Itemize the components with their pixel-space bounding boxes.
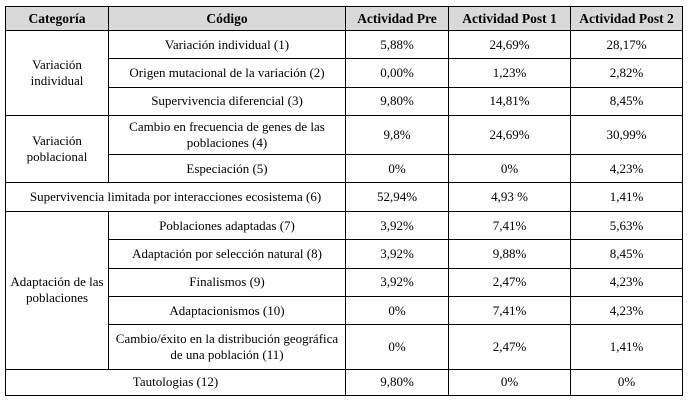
table-row: Variación poblacional Cambio en frecuenc… (5, 115, 683, 184)
post1-cell: 24,69% (448, 29, 571, 60)
post2-cell: 8,45% (570, 239, 683, 269)
code-cell: Poblaciones adaptadas (7) (108, 210, 346, 241)
header-actividad-post-1: Actividad Post 1 (448, 6, 571, 31)
code-cell: Adaptación por selección natural (8) (108, 239, 346, 269)
category-cell: Adaptación de las poblaciones (5, 210, 109, 370)
post1-cell: 0% (448, 154, 571, 184)
code-cell: Origen mutacional de la variación (2) (108, 58, 346, 88)
post2-cell: 5,63% (570, 210, 683, 241)
post2-cell: 0% (570, 368, 683, 397)
header-codigo: Código (108, 6, 346, 31)
code-cell: Cambio/éxito en la distribución geográfi… (108, 324, 346, 370)
pre-cell: 3,92% (345, 239, 449, 269)
code-cell: Finalismos (9) (108, 267, 346, 298)
code-cell: Supervivencia limitada por interacciones… (5, 182, 346, 212)
post1-cell: 14,81% (448, 86, 571, 117)
pre-cell: 9,80% (345, 86, 449, 117)
category-cell: Variación individual (5, 29, 109, 117)
code-cell: Especiación (5) (108, 154, 346, 184)
post1-cell: 9,88% (448, 239, 571, 269)
pre-cell: 0% (345, 296, 449, 326)
pre-cell: 0,00% (345, 58, 449, 88)
pre-cell: 52,94% (345, 182, 449, 212)
post1-cell: 24,69% (448, 115, 571, 156)
post1-cell: 4,93 % (448, 182, 571, 212)
pre-cell: 9,8% (345, 115, 449, 156)
post1-cell: 2,47% (448, 267, 571, 298)
header-actividad-pre: Actividad Pre (345, 6, 449, 31)
pre-cell: 0% (345, 324, 449, 370)
post2-cell: 4,23% (570, 296, 683, 326)
post2-cell: 4,23% (570, 267, 683, 298)
table-row: Tautologias (12) 9,80% 0% 0% (5, 368, 683, 397)
table-row: Especiación (5) 0% 0% 4,23% (6, 154, 683, 184)
code-cell: Tautologias (12) (5, 368, 346, 397)
post1-cell: 7,41% (448, 210, 571, 241)
pre-cell: 0% (345, 154, 449, 184)
code-cell: Variación individual (1) (108, 29, 346, 60)
pre-cell: 9,80% (345, 368, 449, 397)
pre-cell: 5,88% (345, 29, 449, 60)
header-actividad-post-2: Actividad Post 2 (570, 6, 683, 31)
table-row: Cambio/éxito en la distribución geográfi… (6, 324, 683, 370)
pre-cell: 3,92% (345, 210, 449, 241)
header-row: Categoría Código Actividad Pre Actividad… (5, 6, 683, 31)
post2-cell: 1,41% (570, 182, 683, 212)
post2-cell: 30,99% (570, 115, 683, 156)
table-row: Variación individual Variación individua… (5, 29, 683, 117)
table-row: Supervivencia limitada por interacciones… (5, 182, 683, 212)
table-row: Adaptacionismos (10) 0% 7,41% 4,23% (6, 296, 683, 326)
post2-cell: 8,45% (570, 86, 683, 117)
table-row: Finalismos (9) 3,92% 2,47% 4,23% (6, 267, 683, 298)
results-table: Categoría Código Actividad Pre Actividad… (5, 6, 683, 397)
post1-cell: 2,47% (448, 324, 571, 370)
table-row: Supervivencia diferencial (3) 9,80% 14,8… (6, 86, 683, 117)
post2-cell: 28,17% (570, 29, 683, 60)
header-categoria: Categoría (5, 6, 109, 31)
post1-cell: 1,23% (448, 58, 571, 88)
post2-cell: 1,41% (570, 324, 683, 370)
code-cell: Adaptacionismos (10) (108, 296, 346, 326)
post1-cell: 7,41% (448, 296, 571, 326)
table-row: Adaptación por selección natural (8) 3,9… (6, 239, 683, 269)
category-cell: Variación poblacional (5, 115, 109, 184)
post2-cell: 2,82% (570, 58, 683, 88)
post1-cell: 0% (448, 368, 571, 397)
code-cell: Supervivencia diferencial (3) (108, 86, 346, 117)
table-row: Adaptación de las poblaciones Poblacione… (5, 210, 683, 370)
pre-cell: 3,92% (345, 267, 449, 298)
table-row: Origen mutacional de la variación (2) 0,… (6, 58, 683, 88)
post2-cell: 4,23% (570, 154, 683, 184)
code-cell: Cambio en frecuencia de genes de las pob… (108, 115, 346, 156)
